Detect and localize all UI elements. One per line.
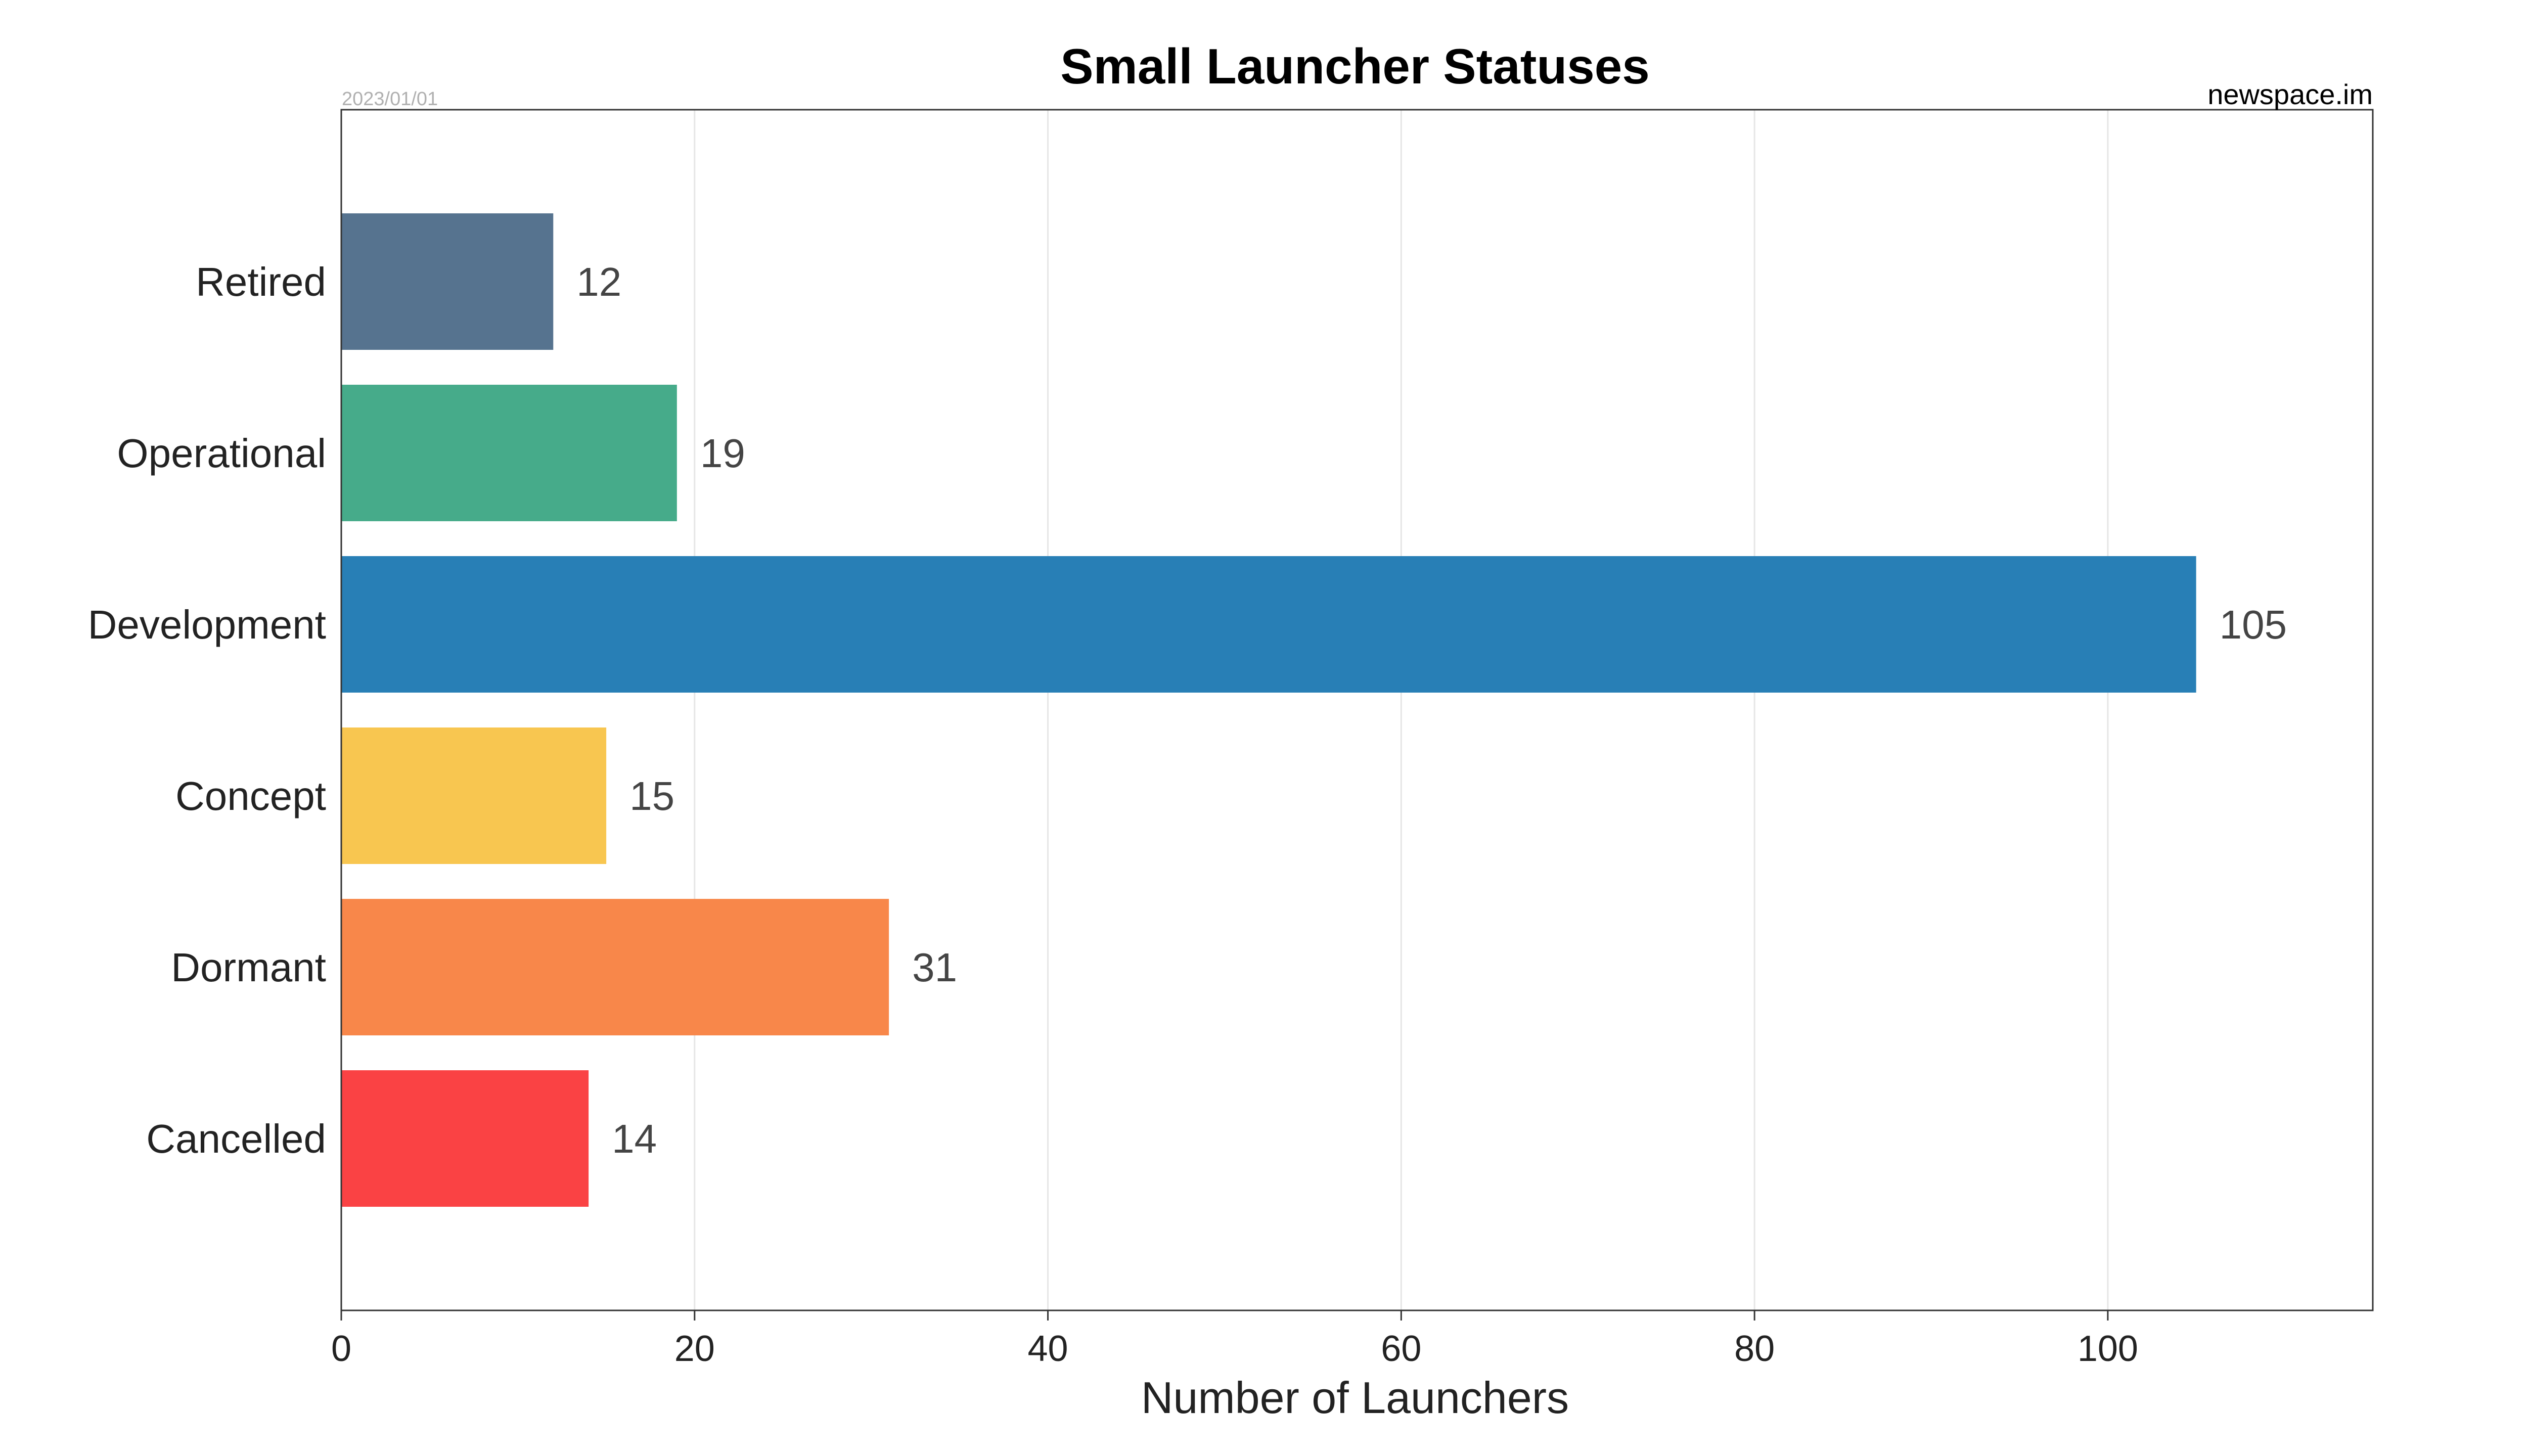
bar-retired bbox=[341, 213, 554, 350]
chart-title: Small Launcher Statuses bbox=[1060, 38, 1650, 94]
bar-operational bbox=[341, 385, 677, 521]
category-label-concept: Concept bbox=[175, 774, 326, 818]
date-note: 2023/01/01 bbox=[342, 88, 438, 110]
category-label-cancelled: Cancelled bbox=[146, 1116, 326, 1161]
bar-dormant bbox=[341, 899, 889, 1035]
value-label-cancelled: 14 bbox=[612, 1116, 657, 1161]
value-label-operational: 19 bbox=[700, 431, 745, 476]
value-labels: 12 19 105 15 31 14 bbox=[576, 259, 2287, 1161]
x-tick-label-2: 40 bbox=[1028, 1329, 1068, 1369]
category-labels: Retired Operational Development Concept Dorm… bbox=[88, 259, 326, 1161]
value-label-concept: 15 bbox=[629, 774, 674, 818]
value-label-development: 105 bbox=[2220, 602, 2287, 647]
x-tick-label-3: 60 bbox=[1381, 1329, 1421, 1369]
bar-concept bbox=[341, 727, 607, 864]
x-axis-title: Number of Launchers bbox=[1141, 1373, 1569, 1423]
category-label-development: Development bbox=[88, 602, 326, 647]
source-note: newspace.im bbox=[2207, 78, 2373, 110]
x-tick-label-0: 0 bbox=[331, 1329, 351, 1369]
grid-lines bbox=[694, 110, 2109, 1310]
x-tick-label-4: 80 bbox=[1734, 1329, 1775, 1369]
bars bbox=[341, 213, 2196, 1207]
value-label-dormant: 31 bbox=[912, 945, 957, 990]
bar-cancelled bbox=[341, 1070, 589, 1207]
x-tick-label-5: 100 bbox=[2078, 1329, 2138, 1369]
bar-development bbox=[341, 556, 2196, 693]
category-label-retired: Retired bbox=[196, 259, 326, 304]
x-axis-ticks: 0 20 40 60 80 100 bbox=[331, 1310, 2138, 1369]
plot-frame bbox=[340, 109, 2374, 1311]
category-label-dormant: Dormant bbox=[171, 945, 326, 990]
x-tick-label-1: 20 bbox=[674, 1329, 715, 1369]
value-label-retired: 12 bbox=[576, 259, 621, 304]
category-label-operational: Operational bbox=[117, 431, 326, 476]
